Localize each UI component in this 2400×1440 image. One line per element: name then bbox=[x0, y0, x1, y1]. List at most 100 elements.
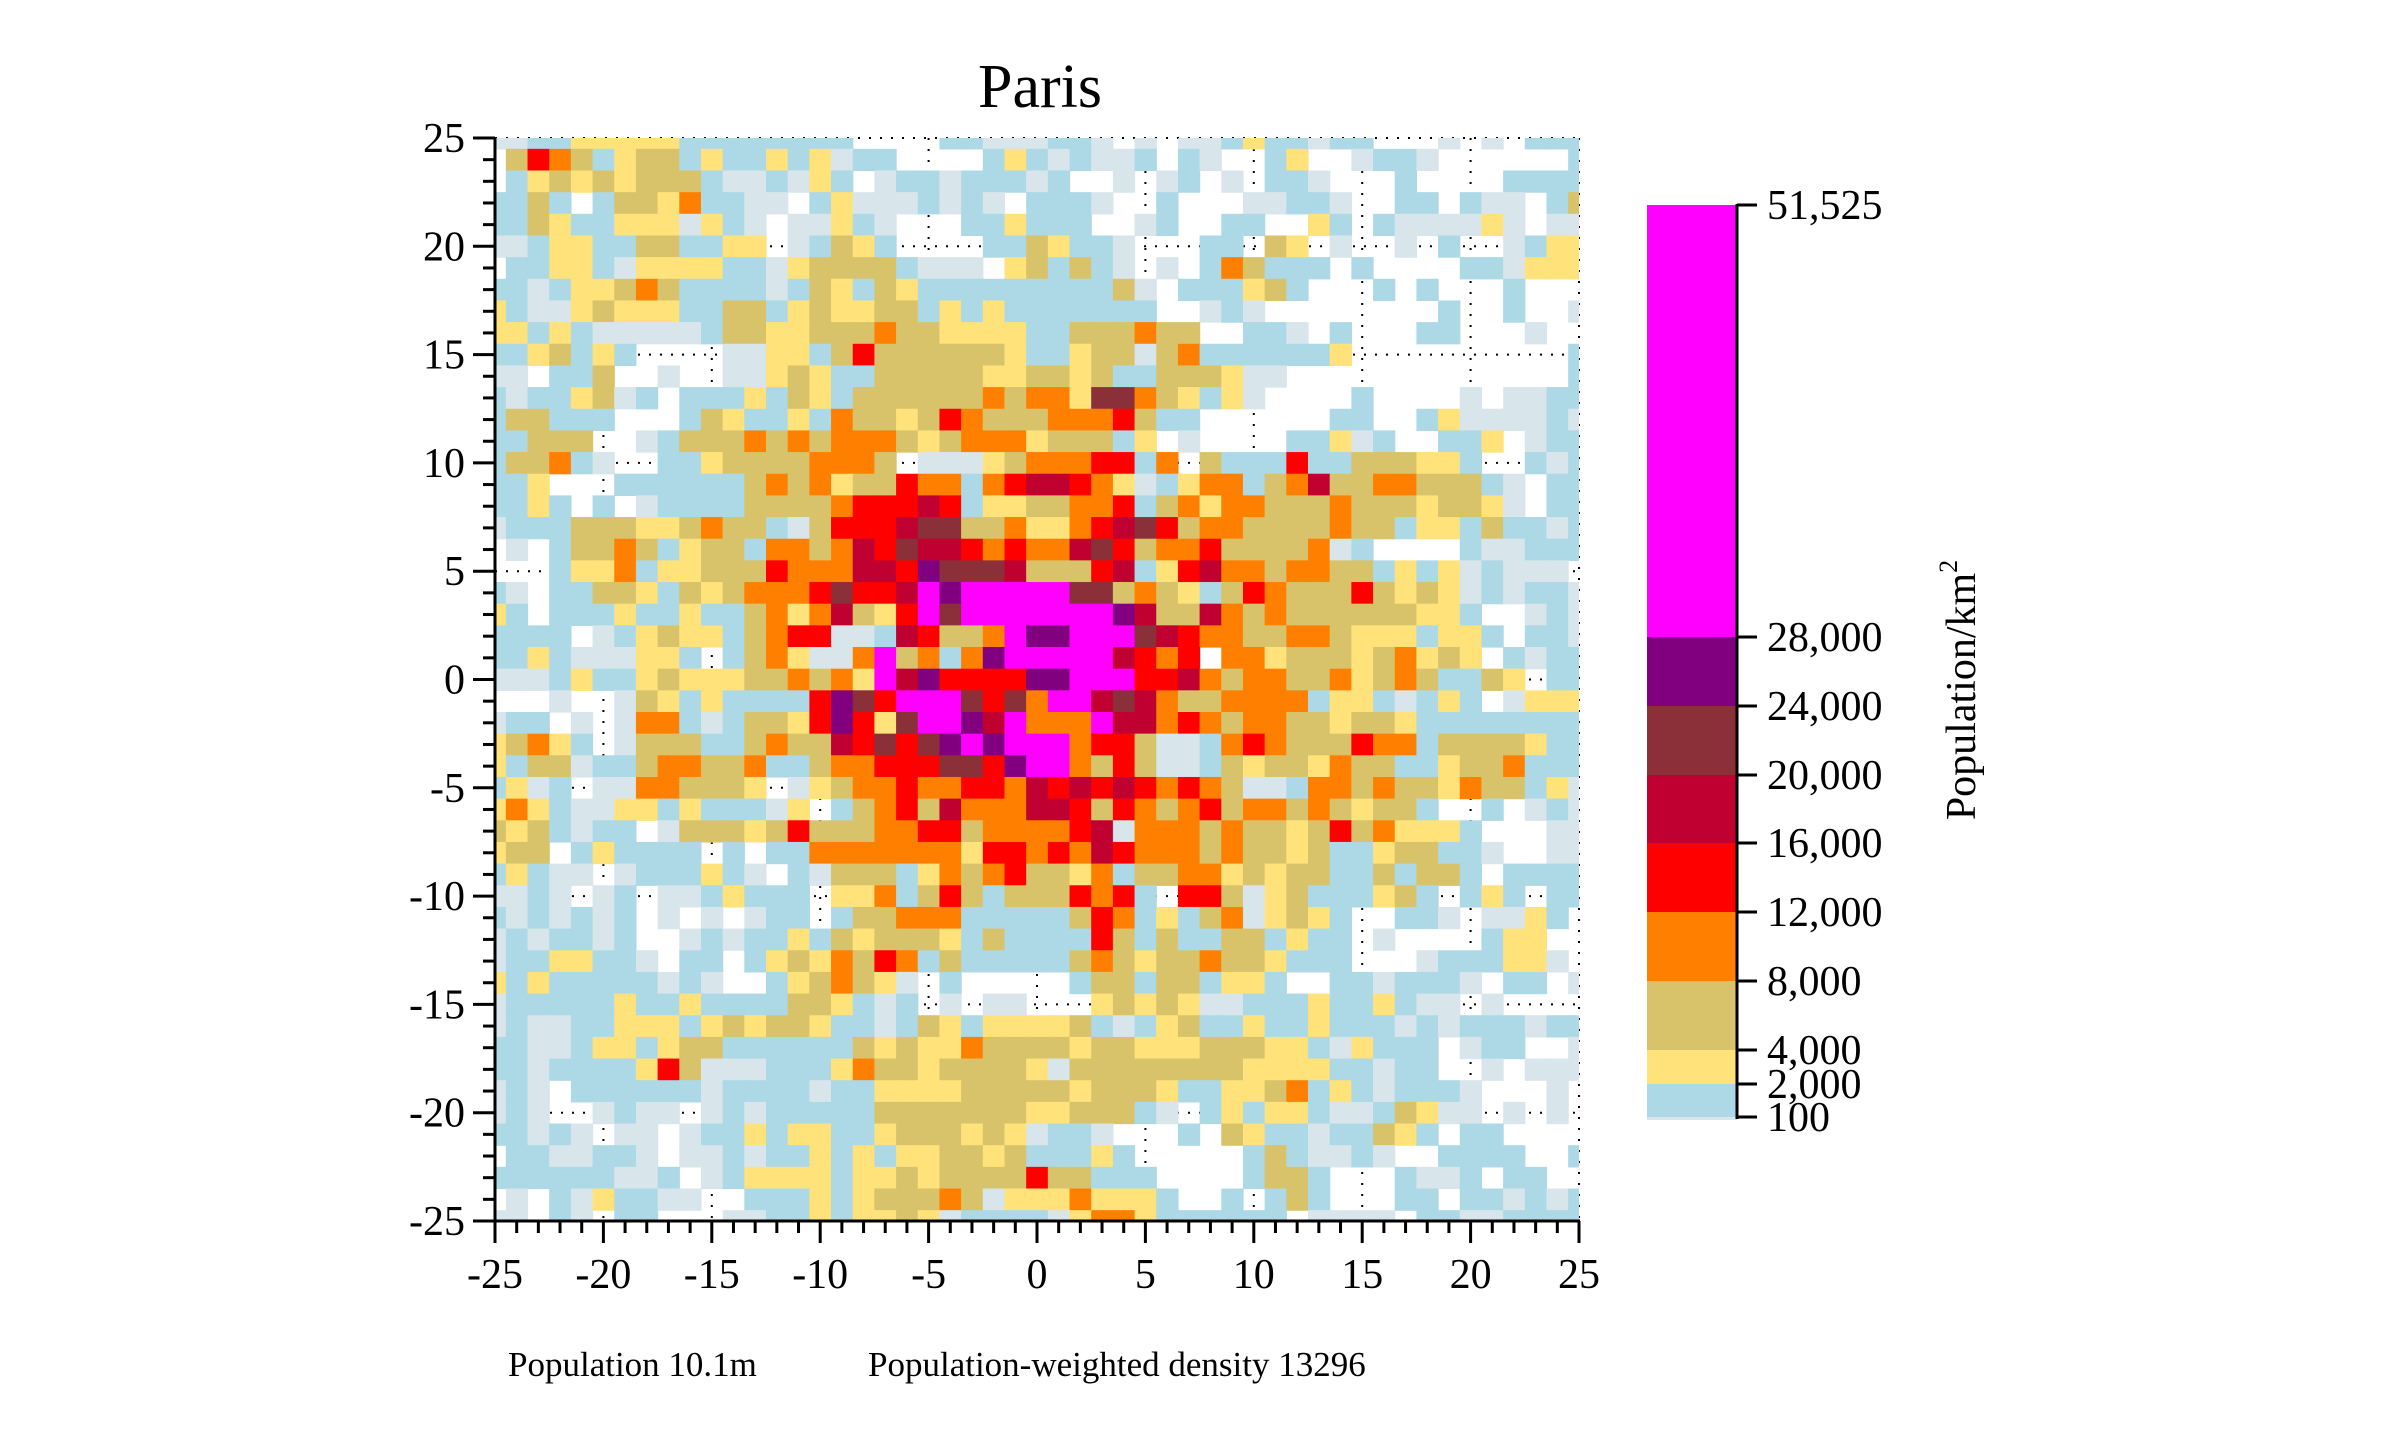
heatmap-cell bbox=[1416, 1080, 1439, 1103]
heatmap-cell bbox=[1112, 798, 1136, 821]
heatmap-cell bbox=[1112, 538, 1136, 561]
heatmap-cell bbox=[896, 625, 919, 648]
heatmap-cell bbox=[939, 928, 962, 951]
heatmap-cell bbox=[1286, 322, 1309, 345]
heatmap-cell bbox=[1221, 755, 1244, 778]
heatmap-cell bbox=[1308, 343, 1331, 367]
heatmap-cell bbox=[722, 138, 745, 150]
heatmap-cell bbox=[1394, 473, 1417, 496]
heatmap-cell bbox=[527, 517, 550, 540]
heatmap-cell bbox=[1416, 1101, 1439, 1125]
heatmap-cell bbox=[1568, 1145, 1579, 1168]
heatmap-cell bbox=[1503, 582, 1526, 605]
heatmap-cell bbox=[549, 148, 572, 172]
heatmap-cell bbox=[1546, 647, 1569, 670]
heatmap-cell bbox=[1373, 820, 1396, 843]
heatmap-cell bbox=[722, 885, 745, 908]
heatmap-cell bbox=[527, 906, 550, 930]
x-tick-label: 15 bbox=[1341, 1252, 1383, 1298]
heatmap-cell bbox=[809, 1036, 832, 1060]
heatmap-cell bbox=[1221, 776, 1244, 800]
heatmap-cell bbox=[549, 517, 572, 540]
heatmap-cell bbox=[1351, 993, 1374, 1016]
heatmap-cell bbox=[874, 387, 897, 410]
heatmap-cell bbox=[1069, 971, 1092, 995]
heatmap-cell bbox=[852, 885, 875, 908]
heatmap-cell bbox=[982, 213, 1006, 237]
heatmap-cell bbox=[1221, 668, 1244, 691]
heatmap-cell bbox=[809, 257, 832, 280]
heatmap-cell bbox=[1546, 906, 1569, 930]
heatmap-cell bbox=[874, 430, 897, 453]
heatmap-cell bbox=[1112, 971, 1136, 995]
heatmap-cell bbox=[1112, 647, 1136, 670]
heatmap-cell bbox=[896, 538, 919, 561]
heatmap-cell bbox=[917, 300, 941, 323]
heatmap-cell bbox=[1264, 235, 1287, 258]
heatmap-cell bbox=[1242, 993, 1266, 1016]
heatmap-cell bbox=[1134, 776, 1157, 800]
heatmap-cell bbox=[657, 430, 680, 453]
heatmap-cell bbox=[635, 192, 659, 215]
heatmap-cell bbox=[1481, 950, 1504, 973]
heatmap-cell bbox=[961, 668, 984, 691]
heatmap-cell bbox=[1177, 560, 1201, 583]
heatmap-cell bbox=[1091, 885, 1114, 908]
heatmap-cell bbox=[1004, 300, 1027, 323]
heatmap-cell bbox=[852, 625, 875, 648]
heatmap-cell bbox=[1394, 885, 1417, 908]
heatmap-cell bbox=[1373, 1210, 1396, 1221]
heatmap-cell bbox=[1156, 322, 1179, 345]
heatmap-cell bbox=[1112, 257, 1136, 280]
heatmap-cell bbox=[1524, 1015, 1548, 1038]
heatmap-cell bbox=[1524, 776, 1548, 800]
heatmap-cell bbox=[722, 560, 745, 583]
heatmap-cell bbox=[1308, 993, 1331, 1016]
heatmap-cell bbox=[1438, 690, 1461, 713]
heatmap-cell bbox=[961, 711, 984, 735]
heatmap-cell bbox=[592, 625, 615, 648]
heatmap-cell bbox=[1503, 1188, 1526, 1211]
heatmap-cell bbox=[896, 278, 919, 302]
heatmap-cell bbox=[961, 1188, 984, 1211]
heatmap-cell bbox=[1286, 776, 1309, 800]
heatmap-cell bbox=[917, 603, 941, 626]
heatmap-cell bbox=[896, 170, 919, 193]
heatmap-cell bbox=[1264, 755, 1287, 778]
heatmap-cell bbox=[961, 278, 984, 302]
heatmap-cell bbox=[1459, 755, 1483, 778]
heatmap-cell bbox=[592, 820, 615, 843]
heatmap-cell bbox=[1524, 647, 1548, 670]
heatmap-cell bbox=[1221, 906, 1244, 930]
heatmap-cell bbox=[1373, 733, 1396, 756]
heatmap-cell bbox=[1264, 170, 1287, 193]
heatmap-cell bbox=[1004, 257, 1027, 280]
heatmap-cell bbox=[1329, 560, 1352, 583]
heatmap-cell bbox=[809, 322, 832, 345]
heatmap-cell bbox=[1004, 711, 1027, 735]
heatmap-cell bbox=[1286, 538, 1309, 561]
heatmap-cell bbox=[614, 776, 637, 800]
heatmap-cell bbox=[570, 950, 594, 973]
heatmap-cell bbox=[982, 755, 1006, 778]
heatmap-cell bbox=[809, 950, 832, 973]
heatmap-cell bbox=[635, 495, 659, 518]
heatmap-cell bbox=[505, 755, 529, 778]
heatmap-cell bbox=[635, 1145, 659, 1168]
heatmap-cell bbox=[744, 387, 767, 410]
x-tick-label: -5 bbox=[911, 1252, 946, 1298]
heatmap-cell bbox=[831, 300, 854, 323]
heatmap-cell bbox=[1394, 1101, 1417, 1125]
heatmap-cell bbox=[722, 170, 745, 193]
heatmap-cell bbox=[1546, 213, 1569, 237]
colorbar-segment bbox=[1647, 775, 1737, 844]
heatmap-cell bbox=[505, 235, 529, 258]
heatmap-cell bbox=[505, 603, 529, 626]
heatmap-cell bbox=[527, 950, 550, 973]
heatmap-cell bbox=[1264, 192, 1287, 215]
heatmap-cell bbox=[1329, 538, 1352, 561]
heatmap-cell bbox=[1329, 906, 1352, 930]
heatmap-cell bbox=[852, 971, 875, 995]
heatmap-cell bbox=[1069, 473, 1092, 496]
heatmap-cell bbox=[1568, 625, 1579, 648]
